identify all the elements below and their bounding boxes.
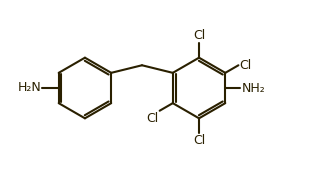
Text: Cl: Cl xyxy=(193,29,205,42)
Text: Cl: Cl xyxy=(239,59,252,72)
Text: Cl: Cl xyxy=(193,134,205,147)
Text: NH₂: NH₂ xyxy=(242,81,265,95)
Text: H₂N: H₂N xyxy=(17,81,41,95)
Text: Cl: Cl xyxy=(147,112,159,125)
